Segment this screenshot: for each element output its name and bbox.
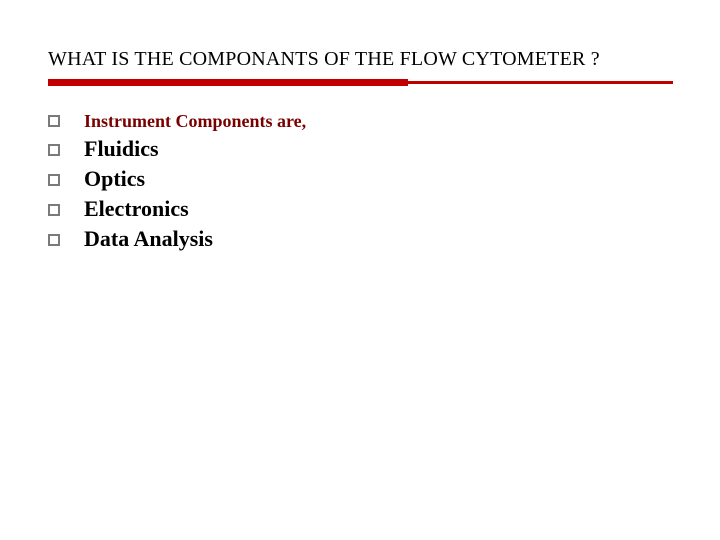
list-item: Fluidics [48,136,672,162]
slide-title: WHAT IS THE COMPONANTS OF THE FLOW CYTOM… [48,48,672,71]
list-item: Optics [48,166,672,192]
square-bullet-icon [48,144,60,156]
slide: WHAT IS THE COMPONANTS OF THE FLOW CYTOM… [0,0,720,540]
title-underline [48,79,672,87]
square-bullet-icon [48,115,60,127]
square-bullet-icon [48,234,60,246]
square-bullet-icon [48,174,60,186]
components-list: Fluidics Optics Electronics Data Analysi… [48,136,672,252]
content-area: Instrument Components are, Fluidics Opti… [48,109,672,252]
lead-text: Instrument Components are, [84,111,306,132]
component-label: Optics [84,166,145,192]
square-bullet-icon [48,204,60,216]
component-label: Data Analysis [84,226,213,252]
list-item: Electronics [48,196,672,222]
list-item: Instrument Components are, [48,109,672,132]
component-label: Electronics [84,196,189,222]
list-item: Data Analysis [48,226,672,252]
component-label: Fluidics [84,136,159,162]
title-underline-thick [48,79,408,86]
